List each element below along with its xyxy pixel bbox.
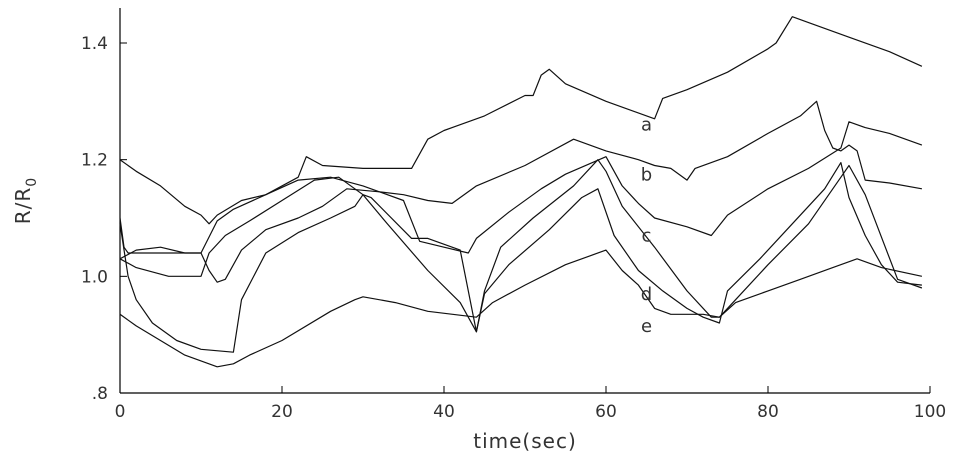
x-tick-label: 20 [271,402,293,422]
series-line-c [119,121,923,260]
y-axis-title-main: R/R [11,187,35,225]
x-tick-label: 0 [115,402,126,422]
x-tick-label: 80 [757,402,779,422]
series-lines [119,16,923,368]
x-axis-title: time(sec) [473,429,577,453]
series-label-d: d [641,284,652,305]
y-axis-title-subscript: 0 [24,177,40,187]
y-axis-ticks: .8 1.0 1.2 1.4 [81,34,127,404]
series-line-b [119,100,923,283]
series-line-unlabeled-5 [119,159,923,353]
y-tick-label: 1.4 [81,34,108,54]
series-label-c: c [642,226,652,247]
series-label-a: a [641,115,652,136]
x-axis-ticks: 0 20 40 60 80 100 [115,386,946,422]
series-label-b: b [641,164,652,185]
series-label-e: e [641,316,652,337]
y-axis-title: R/R0 [11,177,40,224]
series-line-d [119,162,922,333]
series-labels: a b c de [641,115,652,337]
y-tick-label: .8 [92,384,108,404]
x-tick-label: 100 [914,402,946,422]
y-tick-label: 1.2 [81,151,108,171]
y-tick-label: 1.0 [81,267,108,287]
series-line-e [119,249,923,368]
x-tick-label: 60 [595,402,617,422]
series-line-a [119,16,923,225]
x-tick-label: 40 [433,402,455,422]
plot-frame [119,8,930,394]
